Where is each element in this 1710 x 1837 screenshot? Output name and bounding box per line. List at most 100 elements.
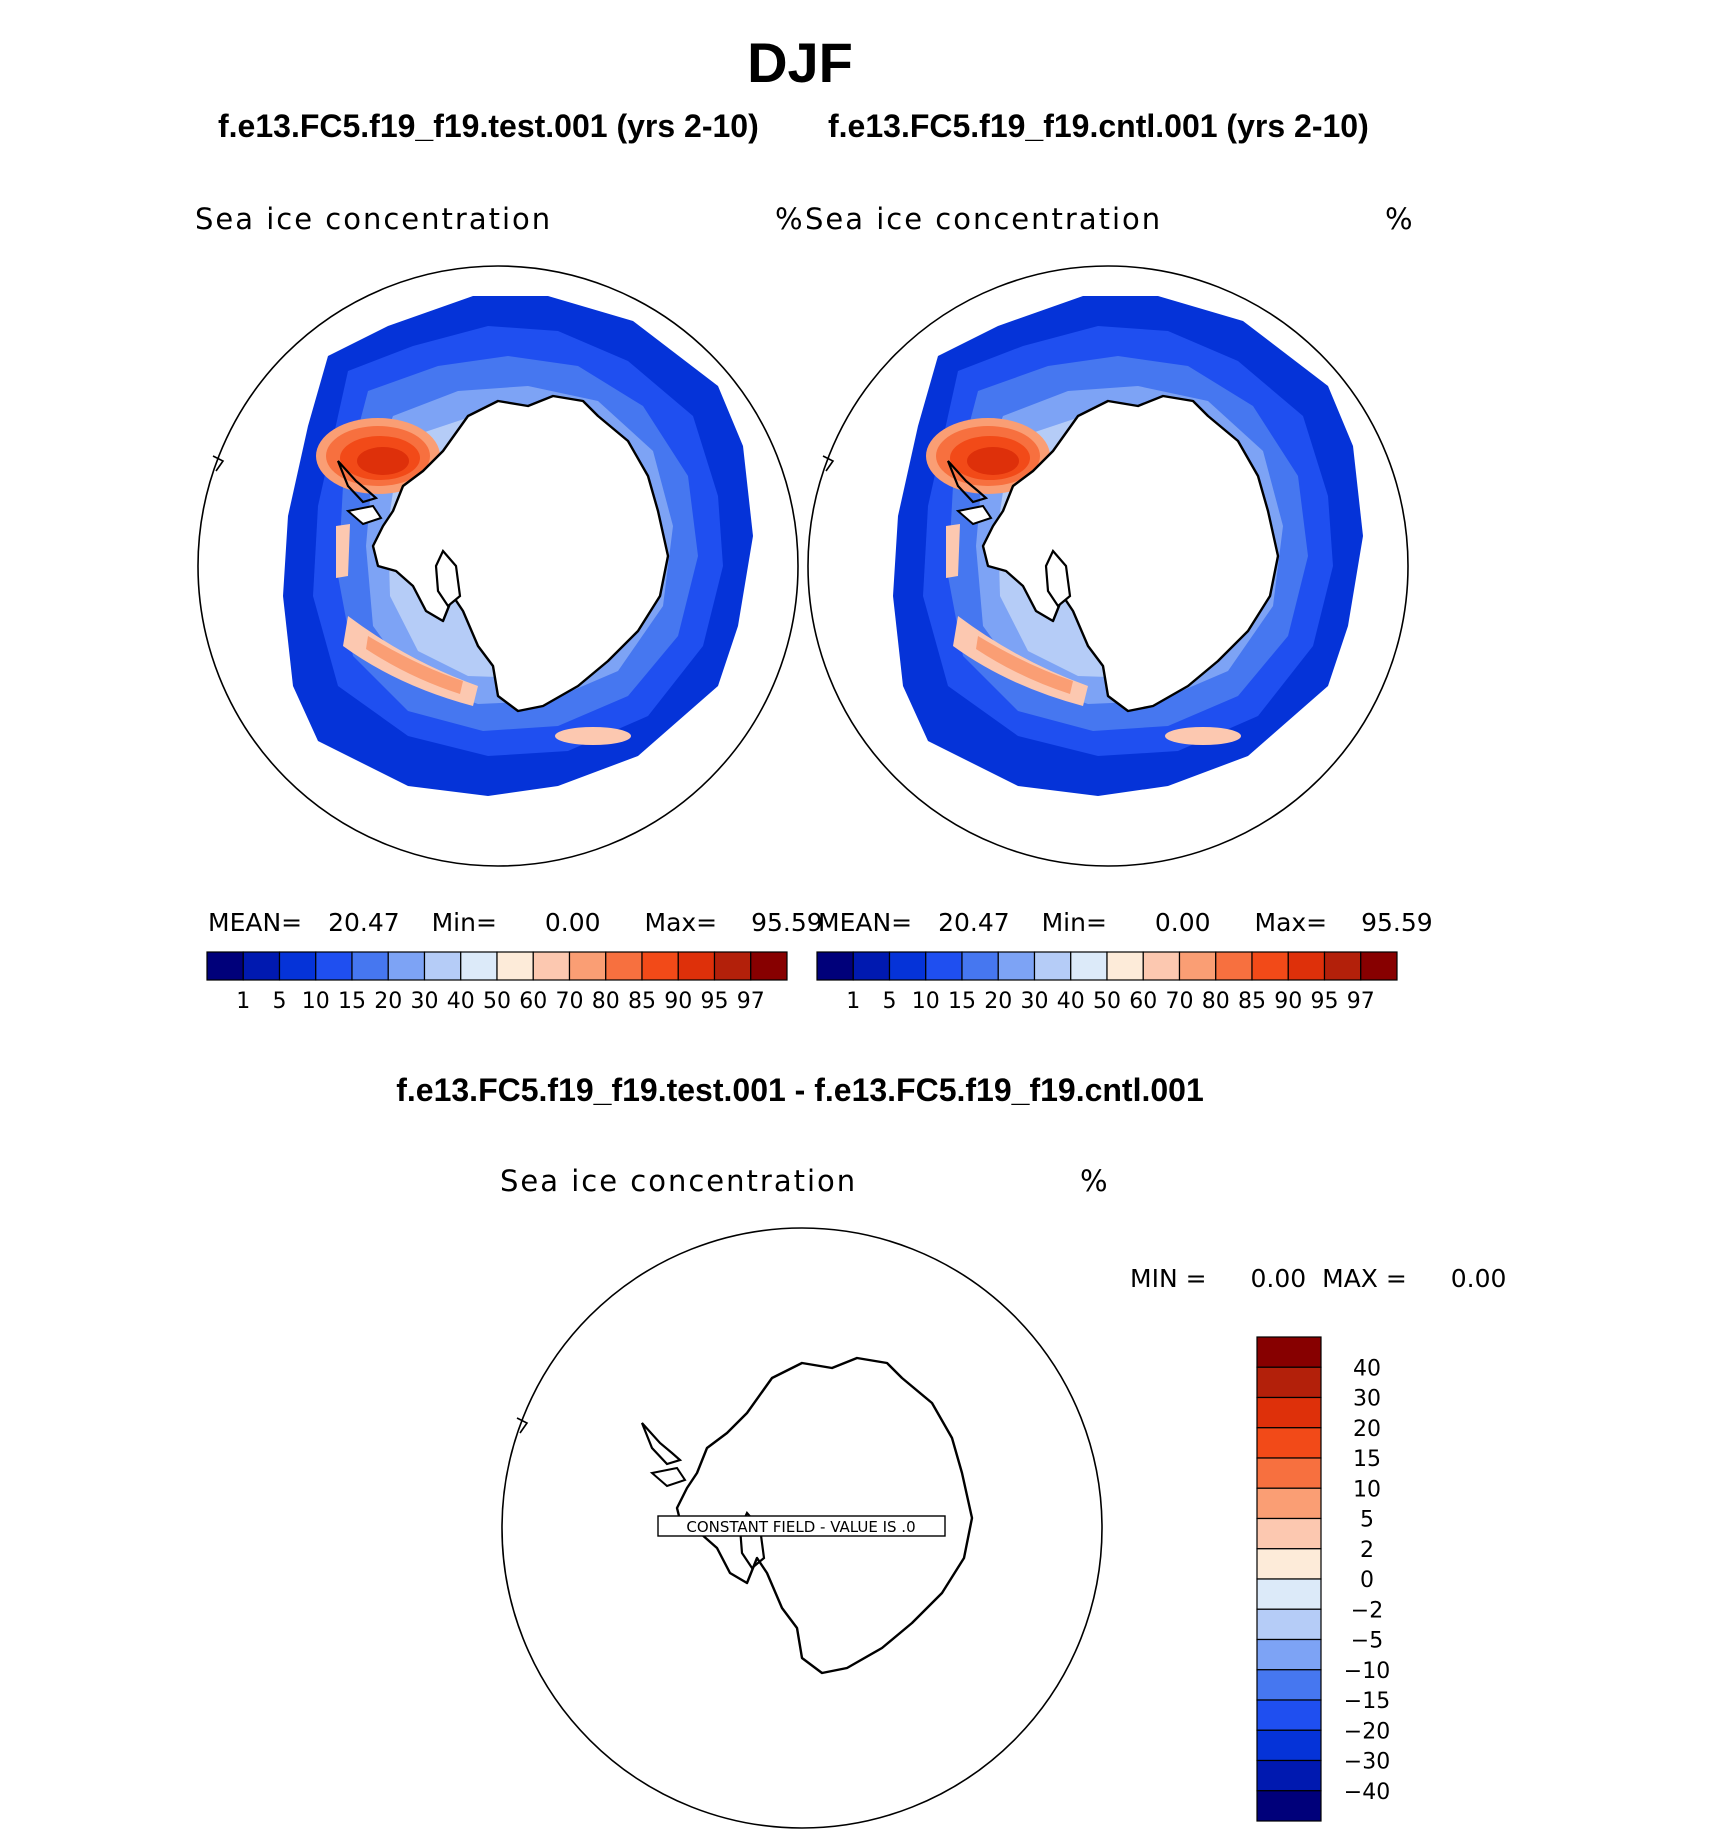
difference-colorbar-label: −2 bbox=[1351, 1598, 1383, 1623]
panel-1-colorbar-swatch bbox=[496, 951, 534, 981]
panel-2-colorbar-swatch bbox=[1070, 951, 1108, 981]
panel-2-colorbar-label: 10 bbox=[912, 989, 940, 1014]
panel-1-colorbar-label: 30 bbox=[411, 989, 439, 1014]
panel-1-colorbar-label: 97 bbox=[737, 989, 765, 1014]
panel-1-colorbar-label: 20 bbox=[374, 989, 402, 1014]
panel-1-colorbar-swatch bbox=[206, 951, 244, 981]
panel-1-colorbar-swatch bbox=[387, 951, 426, 981]
difference-colorbar-swatch bbox=[1256, 1366, 1322, 1399]
panel-1-colorbar-label: 5 bbox=[273, 989, 287, 1014]
difference-colorbar-label: 30 bbox=[1353, 1387, 1381, 1412]
panel-2-colorbar-swatch bbox=[1142, 951, 1181, 981]
figure-title: DJF bbox=[747, 31, 853, 94]
panel-1-colorbar-label: 40 bbox=[447, 989, 475, 1014]
difference-map: CONSTANT FIELD - VALUE IS .0 bbox=[501, 1227, 1103, 1829]
panel-1-colorbar-swatch bbox=[315, 951, 353, 981]
difference-max-label: MAX = bbox=[1322, 1264, 1407, 1293]
panel-1-colorbar-swatch bbox=[568, 951, 607, 981]
panel-2-colorbar-label: 90 bbox=[1274, 989, 1302, 1014]
panel-1-colorbar-label: 50 bbox=[483, 989, 511, 1014]
difference-min-max: MIN = 0.00 MAX = 0.00 bbox=[1130, 1264, 1506, 1293]
panel-2-mean-label: MEAN= bbox=[818, 908, 913, 937]
panel-2-colorbar-label: 30 bbox=[1021, 989, 1049, 1014]
difference-colorbar-label: 15 bbox=[1353, 1447, 1381, 1472]
panel-2-colorbar-swatch bbox=[1178, 951, 1217, 981]
difference-colorbar-swatch bbox=[1256, 1699, 1322, 1731]
panel-2-colorbar-label: 40 bbox=[1057, 989, 1085, 1014]
panel-1-colorbar-label: 10 bbox=[302, 989, 330, 1014]
panel-1-colorbar-label: 15 bbox=[338, 989, 366, 1014]
panel-1-case-title: f.e13.FC5.f19_f19.test.001 (yrs 2-10) bbox=[218, 108, 759, 144]
panel-1-max-label: Max= bbox=[644, 908, 718, 937]
difference-colorbar-swatch bbox=[1256, 1759, 1322, 1792]
panel-2-stats: MEAN= 20.47 Min= 0.00 Max= 95.59 bbox=[818, 908, 1433, 937]
panel-2-min-value: 0.00 bbox=[1154, 908, 1211, 937]
difference-colorbar-swatch bbox=[1256, 1517, 1322, 1550]
panel-2-mean-value: 20.47 bbox=[938, 908, 1010, 937]
constant-field-text: CONSTANT FIELD - VALUE IS .0 bbox=[686, 1518, 915, 1536]
difference-colorbar-label: 0 bbox=[1360, 1568, 1374, 1593]
difference-units: % bbox=[1080, 1164, 1110, 1198]
difference-variable-label: Sea ice concentration bbox=[500, 1164, 858, 1198]
difference-colorbar-label: 2 bbox=[1360, 1538, 1374, 1563]
panel-2-colorbar-label: 97 bbox=[1347, 989, 1375, 1014]
panel-2-colorbar-swatch bbox=[1106, 951, 1144, 981]
difference-colorbar-label: −10 bbox=[1344, 1659, 1390, 1684]
panel-2-colorbar-swatch bbox=[1323, 951, 1362, 981]
difference-colorbar-swatch bbox=[1256, 1336, 1322, 1368]
panel-1-colorbar-label: 1 bbox=[236, 989, 250, 1014]
panel-2-colorbar-label: 50 bbox=[1093, 989, 1121, 1014]
panel-1-colorbar-swatch bbox=[423, 951, 462, 981]
panel-1-colorbar-label: 80 bbox=[592, 989, 620, 1014]
panel-1-colorbar-label: 85 bbox=[628, 989, 656, 1014]
panel-2-colorbar-swatch bbox=[961, 951, 999, 981]
difference-colorbar-label: 10 bbox=[1353, 1477, 1381, 1502]
panel-1-colorbar: 1 5 10 15 20 30 40 50 60 70 80 85 90 95 97 bbox=[206, 951, 788, 1014]
panel-1-colorbar-swatch bbox=[750, 951, 788, 981]
panel-1-colorbar-swatch bbox=[351, 951, 389, 981]
difference-colorbar-label: −5 bbox=[1351, 1629, 1383, 1654]
panel-1-colorbar-swatch bbox=[677, 951, 716, 981]
difference-colorbar-swatch bbox=[1256, 1608, 1322, 1641]
panel-2-colorbar-swatch bbox=[1033, 951, 1072, 981]
panel-2-colorbar-label: 20 bbox=[984, 989, 1012, 1014]
panel-2-map bbox=[807, 265, 1409, 867]
panel-1-mean-value: 20.47 bbox=[328, 908, 400, 937]
difference-colorbar-swatch bbox=[1256, 1578, 1322, 1610]
difference-colorbar-swatch bbox=[1256, 1548, 1322, 1580]
panel-1-min-value: 0.00 bbox=[544, 908, 601, 937]
panel-2-colorbar-swatch bbox=[816, 951, 854, 981]
panel-2-colorbar-label: 95 bbox=[1311, 989, 1339, 1014]
panel-2-colorbar-swatch bbox=[1215, 951, 1253, 981]
difference-colorbar-swatch bbox=[1256, 1396, 1322, 1429]
panel-1-colorbar-label: 95 bbox=[701, 989, 729, 1014]
panel-1-colorbar-swatch bbox=[532, 951, 571, 981]
panel-2-colorbar-swatch bbox=[1360, 951, 1398, 981]
difference-colorbar-swatch bbox=[1256, 1790, 1322, 1822]
difference-colorbar-label: 20 bbox=[1353, 1417, 1381, 1442]
panel-2-colorbar-swatch bbox=[888, 951, 927, 981]
panel-1-colorbar-label: 70 bbox=[556, 989, 584, 1014]
panel-1-colorbar-swatch bbox=[641, 951, 679, 981]
difference-colorbar-swatch bbox=[1256, 1457, 1322, 1489]
panel-1-map bbox=[197, 265, 799, 867]
panel-1-variable-label: Sea ice concentration bbox=[195, 202, 553, 236]
panel-2-colorbar-label: 15 bbox=[948, 989, 976, 1014]
panel-2-colorbar-label: 85 bbox=[1238, 989, 1266, 1014]
panel-1-colorbar-swatch bbox=[605, 951, 643, 981]
panel-2-variable-label: Sea ice concentration bbox=[805, 202, 1163, 236]
panel-1-stats: MEAN= 20.47 Min= 0.00 Max= 95.59 bbox=[208, 908, 823, 937]
panel-1-units: % bbox=[775, 202, 805, 236]
panel-1-colorbar-label: 60 bbox=[519, 989, 547, 1014]
difference-colorbar-label: −15 bbox=[1344, 1689, 1390, 1714]
panel-1-colorbar-swatch bbox=[713, 951, 752, 981]
difference-min-value: 0.00 bbox=[1250, 1264, 1307, 1293]
difference-title: f.e13.FC5.f19_f19.test.001 - f.e13.FC5.f… bbox=[396, 1072, 1204, 1108]
difference-min-label: MIN = bbox=[1130, 1264, 1207, 1293]
panel-2-colorbar-swatch bbox=[1251, 951, 1289, 981]
panel-2-colorbar-swatch bbox=[1287, 951, 1326, 981]
panel-1-max-value: 95.59 bbox=[751, 908, 823, 937]
panel-2-min-label: Min= bbox=[1041, 908, 1107, 937]
panel-1-min-label: Min= bbox=[431, 908, 497, 937]
